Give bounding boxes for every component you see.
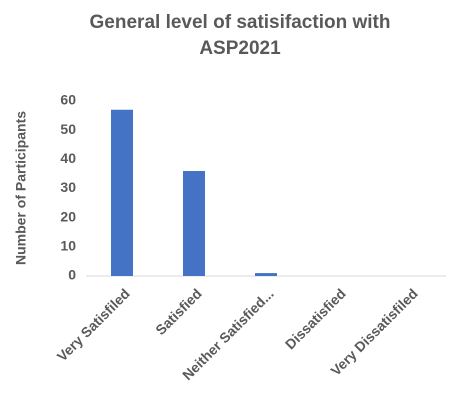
y-tick-label: 10 (60, 238, 76, 254)
y-tick-label: 30 (60, 179, 76, 195)
y-tick-label: 20 (60, 208, 76, 224)
y-tick-label: 0 (68, 267, 76, 283)
y-tick-label: 40 (60, 150, 76, 166)
x-tick-label: Dissatisfied (282, 285, 349, 352)
x-tick-label: Satisfied (152, 285, 205, 338)
y-tick-label: 60 (60, 92, 76, 108)
chart-title: General level of satisifaction with ASP2… (89, 12, 391, 59)
y-tick-label: 50 (60, 121, 76, 137)
y-axis-label: Number of Participants (13, 111, 29, 265)
bar (255, 273, 277, 276)
bar (183, 171, 205, 276)
x-tick-label: Very Satisfiled (54, 285, 133, 364)
bar (111, 109, 133, 276)
